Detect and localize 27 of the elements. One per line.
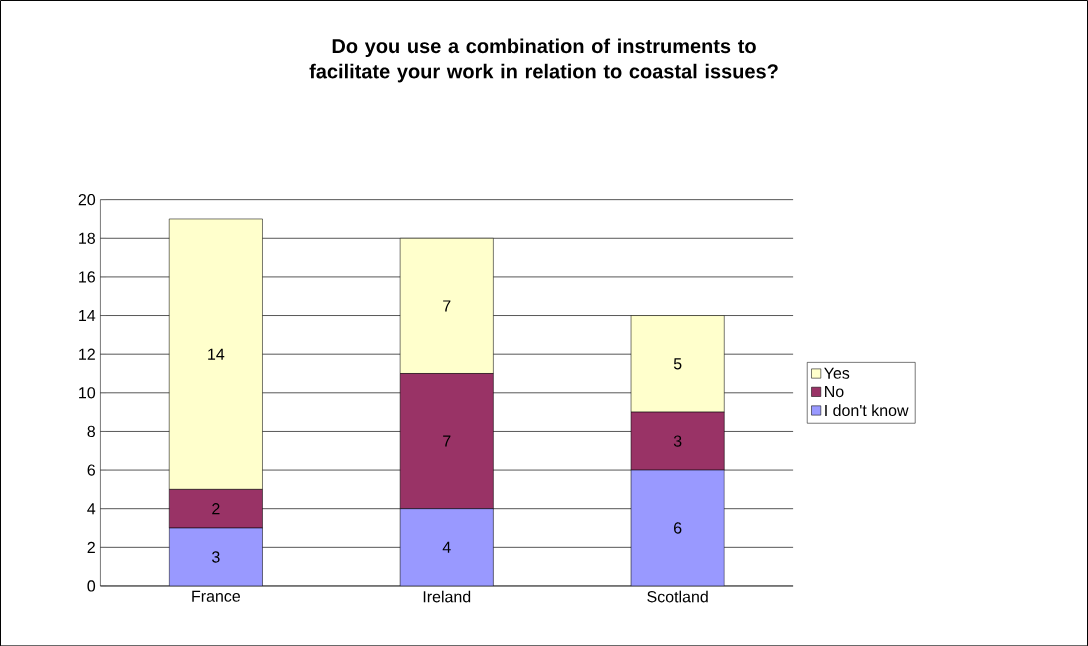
data-label: 2 (212, 502, 220, 515)
y-tick-label: 10 (79, 386, 96, 399)
data-label: 7 (443, 435, 451, 447)
legend-label: I don't know (825, 404, 909, 416)
data-label: 4 (442, 541, 451, 553)
y-tick-label: 0 (87, 580, 96, 592)
data-label: 7 (443, 300, 451, 312)
y-tick-label: 6 (87, 464, 95, 476)
x-tick-label: Scotland (647, 590, 708, 603)
y-tick-label: 12 (79, 348, 95, 360)
y-tick-label: 8 (87, 425, 95, 437)
x-tick-label: France (192, 590, 241, 602)
data-label: 3 (673, 435, 682, 447)
legend-label: No (825, 385, 844, 397)
y-tick-label: 14 (79, 309, 96, 321)
y-tick-label: 18 (79, 232, 95, 244)
y-tick-label: 4 (87, 503, 96, 514)
data-label: 6 (674, 522, 682, 534)
data-label: 3 (212, 551, 220, 563)
y-tick-label: 16 (79, 271, 95, 283)
data-label: 5 (673, 358, 682, 370)
y-tick-label: 2 (87, 541, 95, 553)
data-label: 14 (208, 348, 225, 360)
chart-title: Do you use a combination of instruments to facilitate your work in relation to coastal issues? (309, 38, 778, 83)
y-tick-label: 20 (78, 193, 96, 206)
x-tick-label: Ireland (423, 590, 471, 603)
legend-label: Yes (824, 367, 850, 379)
